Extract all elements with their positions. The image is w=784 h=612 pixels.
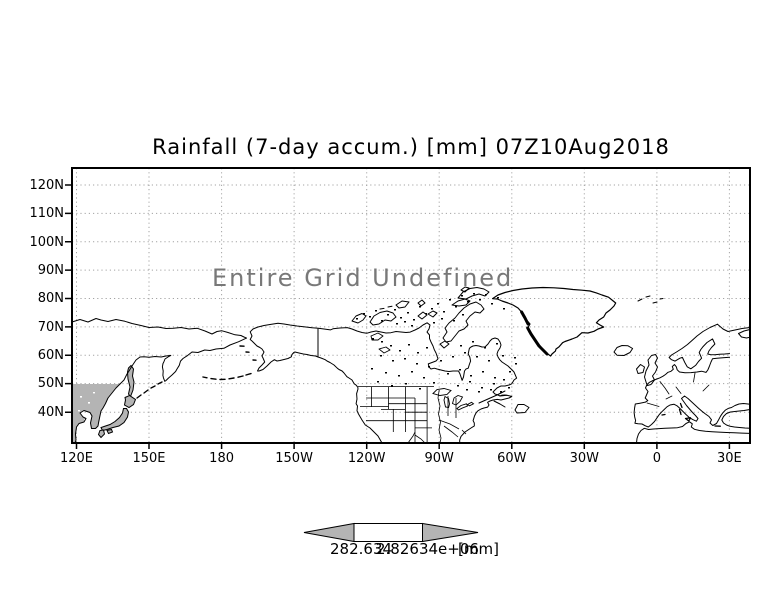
colorbar <box>303 522 479 543</box>
colorbar-right-arrow <box>422 522 479 543</box>
y-tick-label-80n: 80N <box>37 291 64 306</box>
lake-island-speckles <box>356 293 517 393</box>
y-tick-label-60n: 60N <box>37 348 64 363</box>
y-tick-label-40n: 40N <box>37 405 64 420</box>
x-tick-label-120w: 120W <box>347 451 386 466</box>
colorbar-left-arrow <box>303 522 355 543</box>
x-tick-label-0: 0 <box>652 451 662 466</box>
x-tick-label-150e: 150E <box>132 451 166 466</box>
x-tick-label-180: 180 <box>209 451 234 466</box>
asia-land-shading <box>72 364 137 443</box>
colorbar-mid-segment <box>353 523 423 542</box>
y-tick-label-120n: 120N <box>29 178 64 193</box>
grid-undefined-message: Entire Grid Undefined <box>212 264 514 292</box>
x-tick-label-90w: 90W <box>424 451 454 466</box>
plot-title: Rainfall (7-day accum.) [mm] 07Z10Aug201… <box>152 135 670 159</box>
colorbar-min-label: 282.634 <box>330 540 393 558</box>
x-tick-label-30e: 30E <box>717 451 742 466</box>
y-tick-label-90n: 90N <box>37 263 64 278</box>
x-tick-label-120e: 120E <box>59 451 94 466</box>
colorbar-units-label: [mm] <box>458 540 499 558</box>
colorbar-max-label: 2.82634e+06 <box>376 540 479 558</box>
y-tick-label-100n: 100N <box>29 235 64 250</box>
y-tick-label-110n: 110N <box>29 206 64 221</box>
axis-ticks <box>65 184 731 449</box>
y-tick-label-70n: 70N <box>37 320 64 335</box>
x-tick-label-150w: 150W <box>275 451 313 466</box>
x-tick-label-30w: 30W <box>569 451 599 466</box>
grid-lines <box>72 168 750 443</box>
plot-frame <box>71 167 751 444</box>
y-tick-label-50n: 50N <box>37 376 64 391</box>
political-borders <box>358 386 467 444</box>
coastlines <box>71 286 751 444</box>
great-lakes <box>432 388 475 411</box>
x-tick-label-60w: 60W <box>497 451 527 466</box>
